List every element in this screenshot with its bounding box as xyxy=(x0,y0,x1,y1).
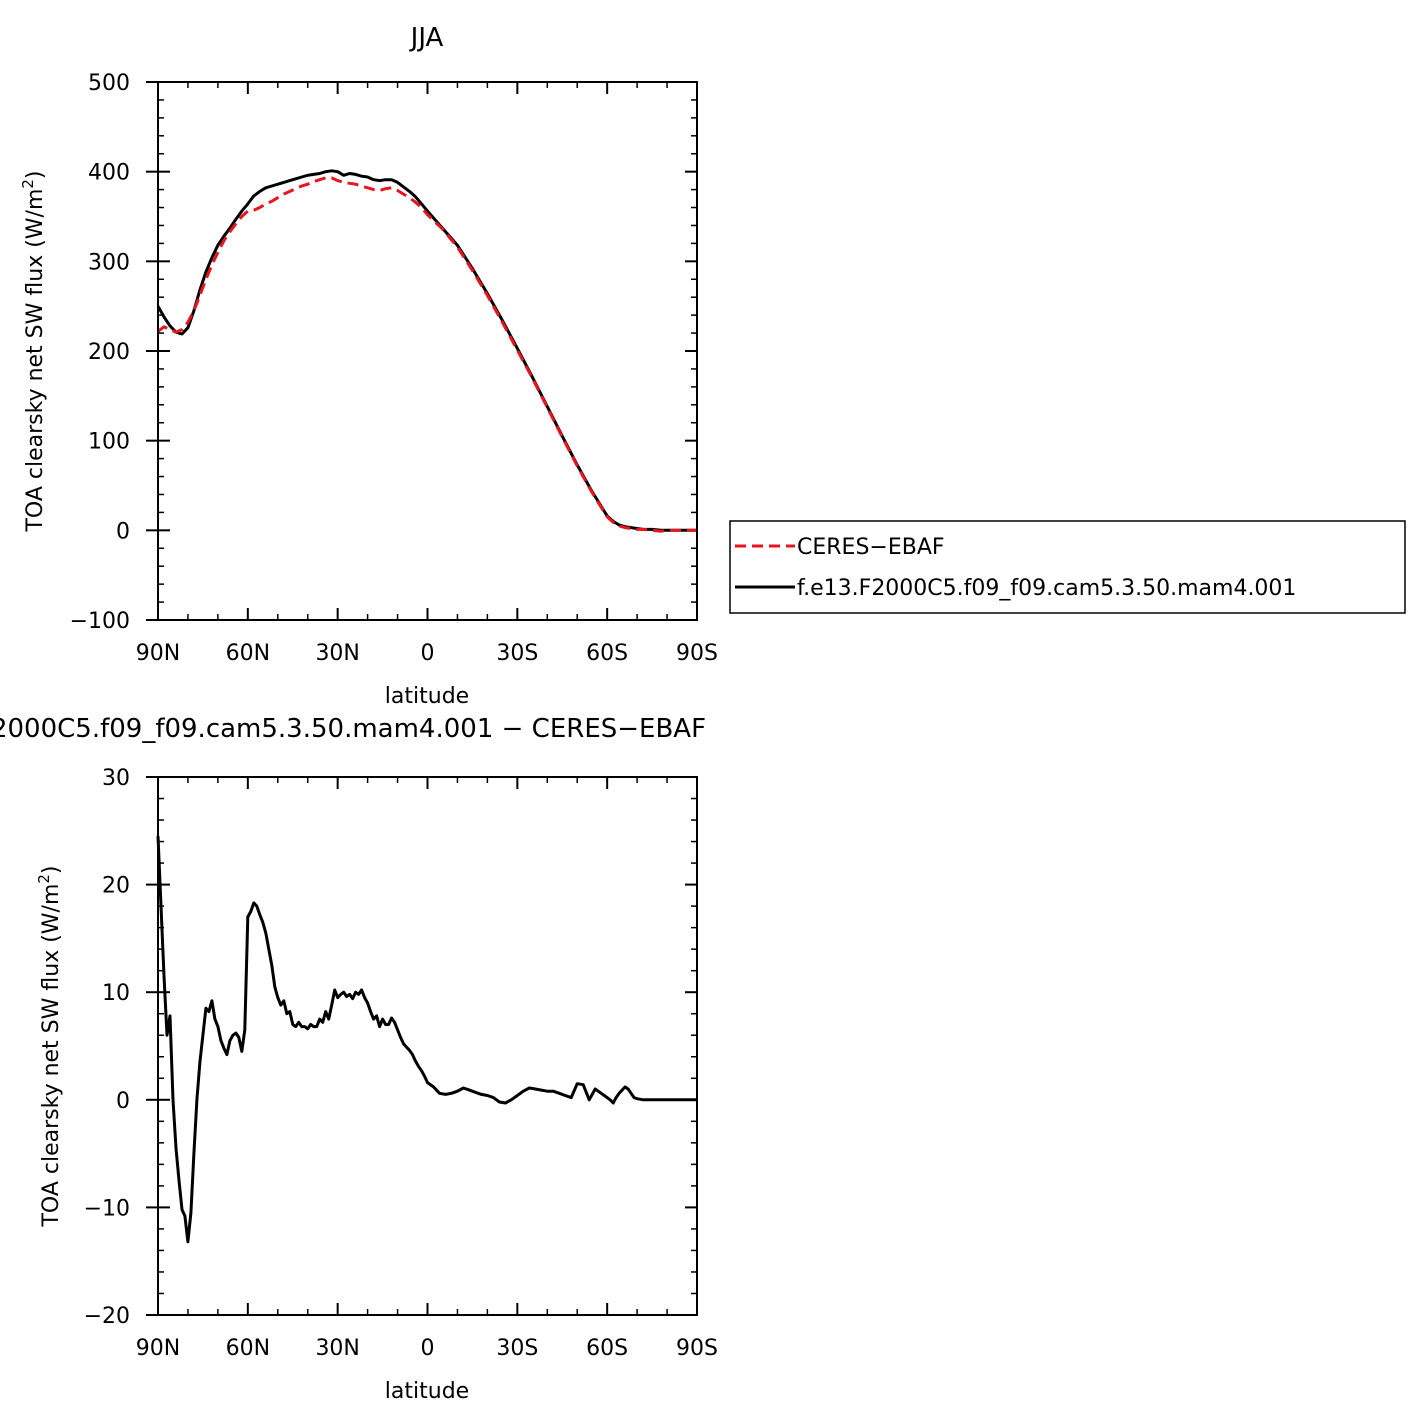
top-y-tick-label: 0 xyxy=(116,519,130,544)
bottom-x-tick-label: 30S xyxy=(496,1336,538,1361)
top-series-ceres-line xyxy=(157,176,697,533)
top-x-tick-label: 30S xyxy=(496,641,538,666)
top-y-tick-label: 200 xyxy=(88,340,130,365)
bottom-series-model-line xyxy=(156,836,697,1244)
bottom-chart-title: F2000C5.f09_f09.cam5.3.50.mam4.001 − CER… xyxy=(0,714,706,744)
bottom-y-axis-label-sup: 2 xyxy=(35,874,53,884)
bottom-y-tick-label: 10 xyxy=(102,981,130,1006)
top-x-tick-label: 30N xyxy=(315,641,359,666)
bottom-x-tick-label: 0 xyxy=(421,1336,435,1361)
bottom-x-tick-label: 60N xyxy=(226,1336,270,1361)
bottom-y-axis-label-close: ) xyxy=(39,865,64,874)
top-plot-frame xyxy=(157,81,698,621)
legend: CERES−EBAF f.e13.F2000C5.f09_f09.cam5.3.… xyxy=(729,520,1406,614)
top-x-tick-label: 0 xyxy=(421,641,435,666)
top-y-tick-label: 400 xyxy=(88,161,130,186)
legend-label-ceres: CERES−EBAF xyxy=(797,535,945,560)
top-x-tick-label: 90N xyxy=(136,641,180,666)
top-ticks xyxy=(146,81,698,621)
bottom-y-tick-label: 0 xyxy=(116,1089,130,1114)
bottom-x-tick-label: 60S xyxy=(586,1336,628,1361)
legend-box xyxy=(729,520,1406,614)
top-y-tick-label: 100 xyxy=(88,430,130,455)
top-y-axis-label-sup: 2 xyxy=(19,179,37,189)
top-series-model-line xyxy=(156,169,697,532)
legend-label-model: f.e13.F2000C5.f09_f09.cam5.3.50.mam4.001 xyxy=(797,576,1296,601)
bottom-x-axis-label: latitude xyxy=(385,1379,469,1404)
top-x-tick-label: 90S xyxy=(676,641,718,666)
top-x-tick-label: 60S xyxy=(586,641,628,666)
bottom-x-tick-label: 90N xyxy=(136,1336,180,1361)
bottom-x-tick-label: 30N xyxy=(315,1336,359,1361)
top-y-tick-label: −100 xyxy=(70,609,130,634)
top-y-tick-label: 300 xyxy=(88,250,130,275)
bottom-y-tick-label: −20 xyxy=(84,1304,130,1329)
bottom-y-tick-label: 20 xyxy=(102,874,130,899)
bottom-tick-labels: 90N 60N 30N 0 30S 60S 90S −20 −10 0 10 20 30 xyxy=(84,766,718,1361)
top-y-axis-label: TOA clearsky net SW flux (W/m2) xyxy=(19,170,48,532)
top-series xyxy=(156,169,697,533)
bottom-y-axis-label-main: TOA clearsky net SW flux (W/m xyxy=(39,884,64,1228)
top-tick-labels: 90N 60N 30N 0 30S 60S 90S −100 0 100 200 300 400 500 xyxy=(70,71,718,666)
bottom-y-tick-label: −10 xyxy=(84,1196,130,1221)
top-y-axis-label-close: ) xyxy=(23,170,48,179)
top-line-chart: JJA 90N 60N 30N 0 30S 60S 90S −100 0 100 200 300 400… xyxy=(19,23,718,709)
bottom-y-tick-label: 30 xyxy=(102,766,130,791)
bottom-series xyxy=(156,836,697,1244)
top-chart-title: JJA xyxy=(409,23,444,53)
bottom-line-chart: F2000C5.f09_f09.cam5.3.50.mam4.001 − CER… xyxy=(0,714,718,1404)
bottom-y-axis-label: TOA clearsky net SW flux (W/m2) xyxy=(35,865,64,1227)
top-y-axis-label-main: TOA clearsky net SW flux (W/m xyxy=(23,189,48,533)
bottom-plot-frame xyxy=(157,776,698,1316)
top-x-axis-label: latitude xyxy=(385,684,469,709)
top-y-tick-label: 500 xyxy=(88,71,130,96)
top-x-tick-label: 60N xyxy=(226,641,270,666)
bottom-x-tick-label: 90S xyxy=(676,1336,718,1361)
